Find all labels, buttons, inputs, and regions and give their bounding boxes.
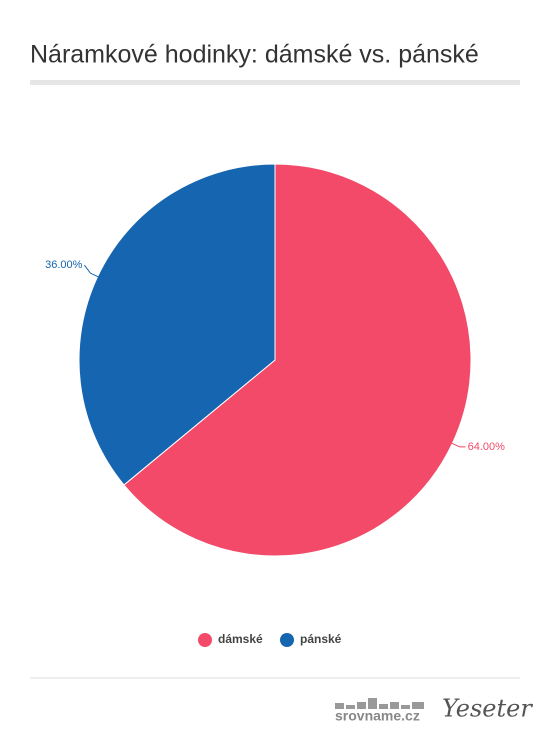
logo-bar (412, 702, 424, 709)
legend-label: dámské (218, 632, 263, 646)
leader-line (84, 264, 100, 278)
legend-marker (280, 633, 294, 647)
logo-text: srovname.cz (335, 708, 420, 724)
logo-bar (379, 704, 388, 709)
logo-bar (368, 698, 377, 709)
data-label: 36.00% (45, 259, 83, 271)
logo-bar (346, 705, 355, 709)
logo-text: Yeseter (442, 695, 533, 723)
logo-bar (335, 703, 344, 709)
logo-bar (357, 702, 366, 709)
logo-bar (390, 702, 399, 709)
logo-bar (401, 705, 410, 709)
data-label: 64.00% (468, 441, 506, 453)
legend-marker (198, 633, 212, 647)
leader-line (450, 442, 466, 448)
chart-title: Náramkové hodinky: dámské vs. pánské (30, 41, 479, 69)
srovname-logo: srovname.cz (335, 698, 424, 724)
title-rule (30, 80, 520, 85)
legend-label: pánské (300, 632, 342, 646)
